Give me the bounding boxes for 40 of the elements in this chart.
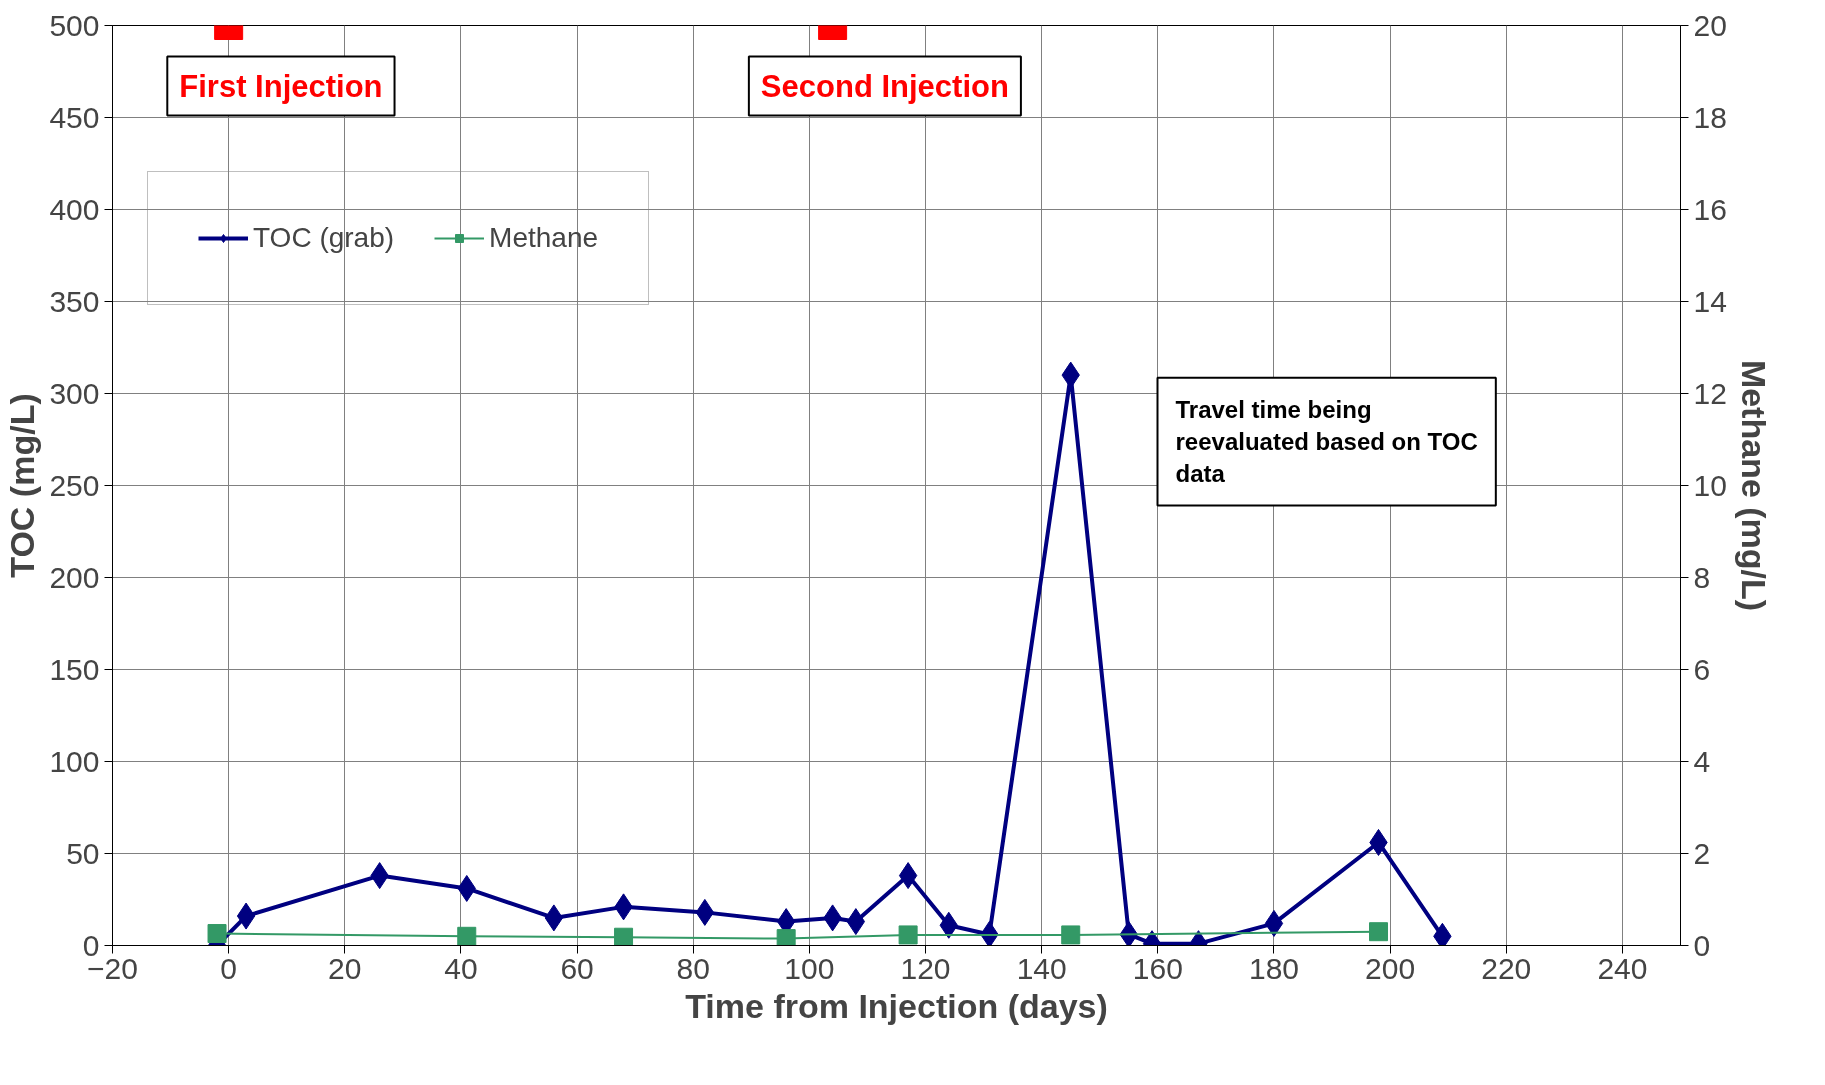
y2-tick-label: 14 bbox=[1693, 284, 1727, 318]
x-tick-label: 40 bbox=[444, 951, 478, 985]
y2-tick-label: 18 bbox=[1693, 100, 1727, 134]
x-tick-label: 100 bbox=[784, 951, 835, 985]
y2-tick-label: 2 bbox=[1693, 836, 1711, 870]
x-axis-title: Time from Injection (days) bbox=[685, 986, 1108, 1025]
x-tick-label: 120 bbox=[900, 951, 951, 985]
y2-tick-label: 20 bbox=[1693, 8, 1727, 42]
x-tick-label: 60 bbox=[560, 951, 594, 985]
y-tick-label: 500 bbox=[49, 8, 100, 42]
y2-tick-label: 4 bbox=[1693, 744, 1711, 778]
x-tick-label: 20 bbox=[328, 951, 362, 985]
y-tick-label: 450 bbox=[49, 100, 100, 134]
y-tick-label: 150 bbox=[49, 652, 100, 686]
x-tick-label: 140 bbox=[1016, 951, 1067, 985]
x-tick-label: 160 bbox=[1132, 951, 1183, 985]
y2-tick-label: 8 bbox=[1693, 560, 1711, 594]
y-tick-label: 50 bbox=[66, 836, 100, 870]
y2-axis-title: Methane (mg/L) bbox=[1734, 359, 1773, 612]
annotation: First Injection bbox=[179, 68, 383, 104]
x-tick-label: 0 bbox=[220, 951, 237, 985]
x-tick-label: 80 bbox=[676, 951, 710, 985]
y-tick-label: 400 bbox=[49, 192, 100, 226]
y-tick-label: 350 bbox=[49, 284, 100, 318]
annotation: Second Injection bbox=[760, 68, 1009, 104]
x-tick-label: 240 bbox=[1597, 951, 1648, 985]
y2-tick-label: 12 bbox=[1693, 376, 1727, 410]
x-tick-label: 200 bbox=[1365, 951, 1416, 985]
y2-tick-label: 6 bbox=[1693, 652, 1711, 686]
y-axis-title: TOC (mg/L) bbox=[3, 393, 42, 578]
y-tick-label: 200 bbox=[49, 560, 100, 594]
y2-tick-label: 10 bbox=[1693, 468, 1727, 502]
x-tick-label: 180 bbox=[1248, 951, 1300, 985]
y-tick-label: 300 bbox=[49, 376, 100, 410]
annotation: Travel time being reevaluated based on TOC data bbox=[1175, 395, 1478, 488]
x-tick-label: 220 bbox=[1481, 951, 1532, 985]
y2-tick-label: 0 bbox=[1693, 928, 1711, 962]
y-tick-label: 100 bbox=[49, 744, 100, 778]
y-tick-label: 250 bbox=[49, 468, 100, 502]
y2-tick-label: 16 bbox=[1693, 192, 1727, 226]
